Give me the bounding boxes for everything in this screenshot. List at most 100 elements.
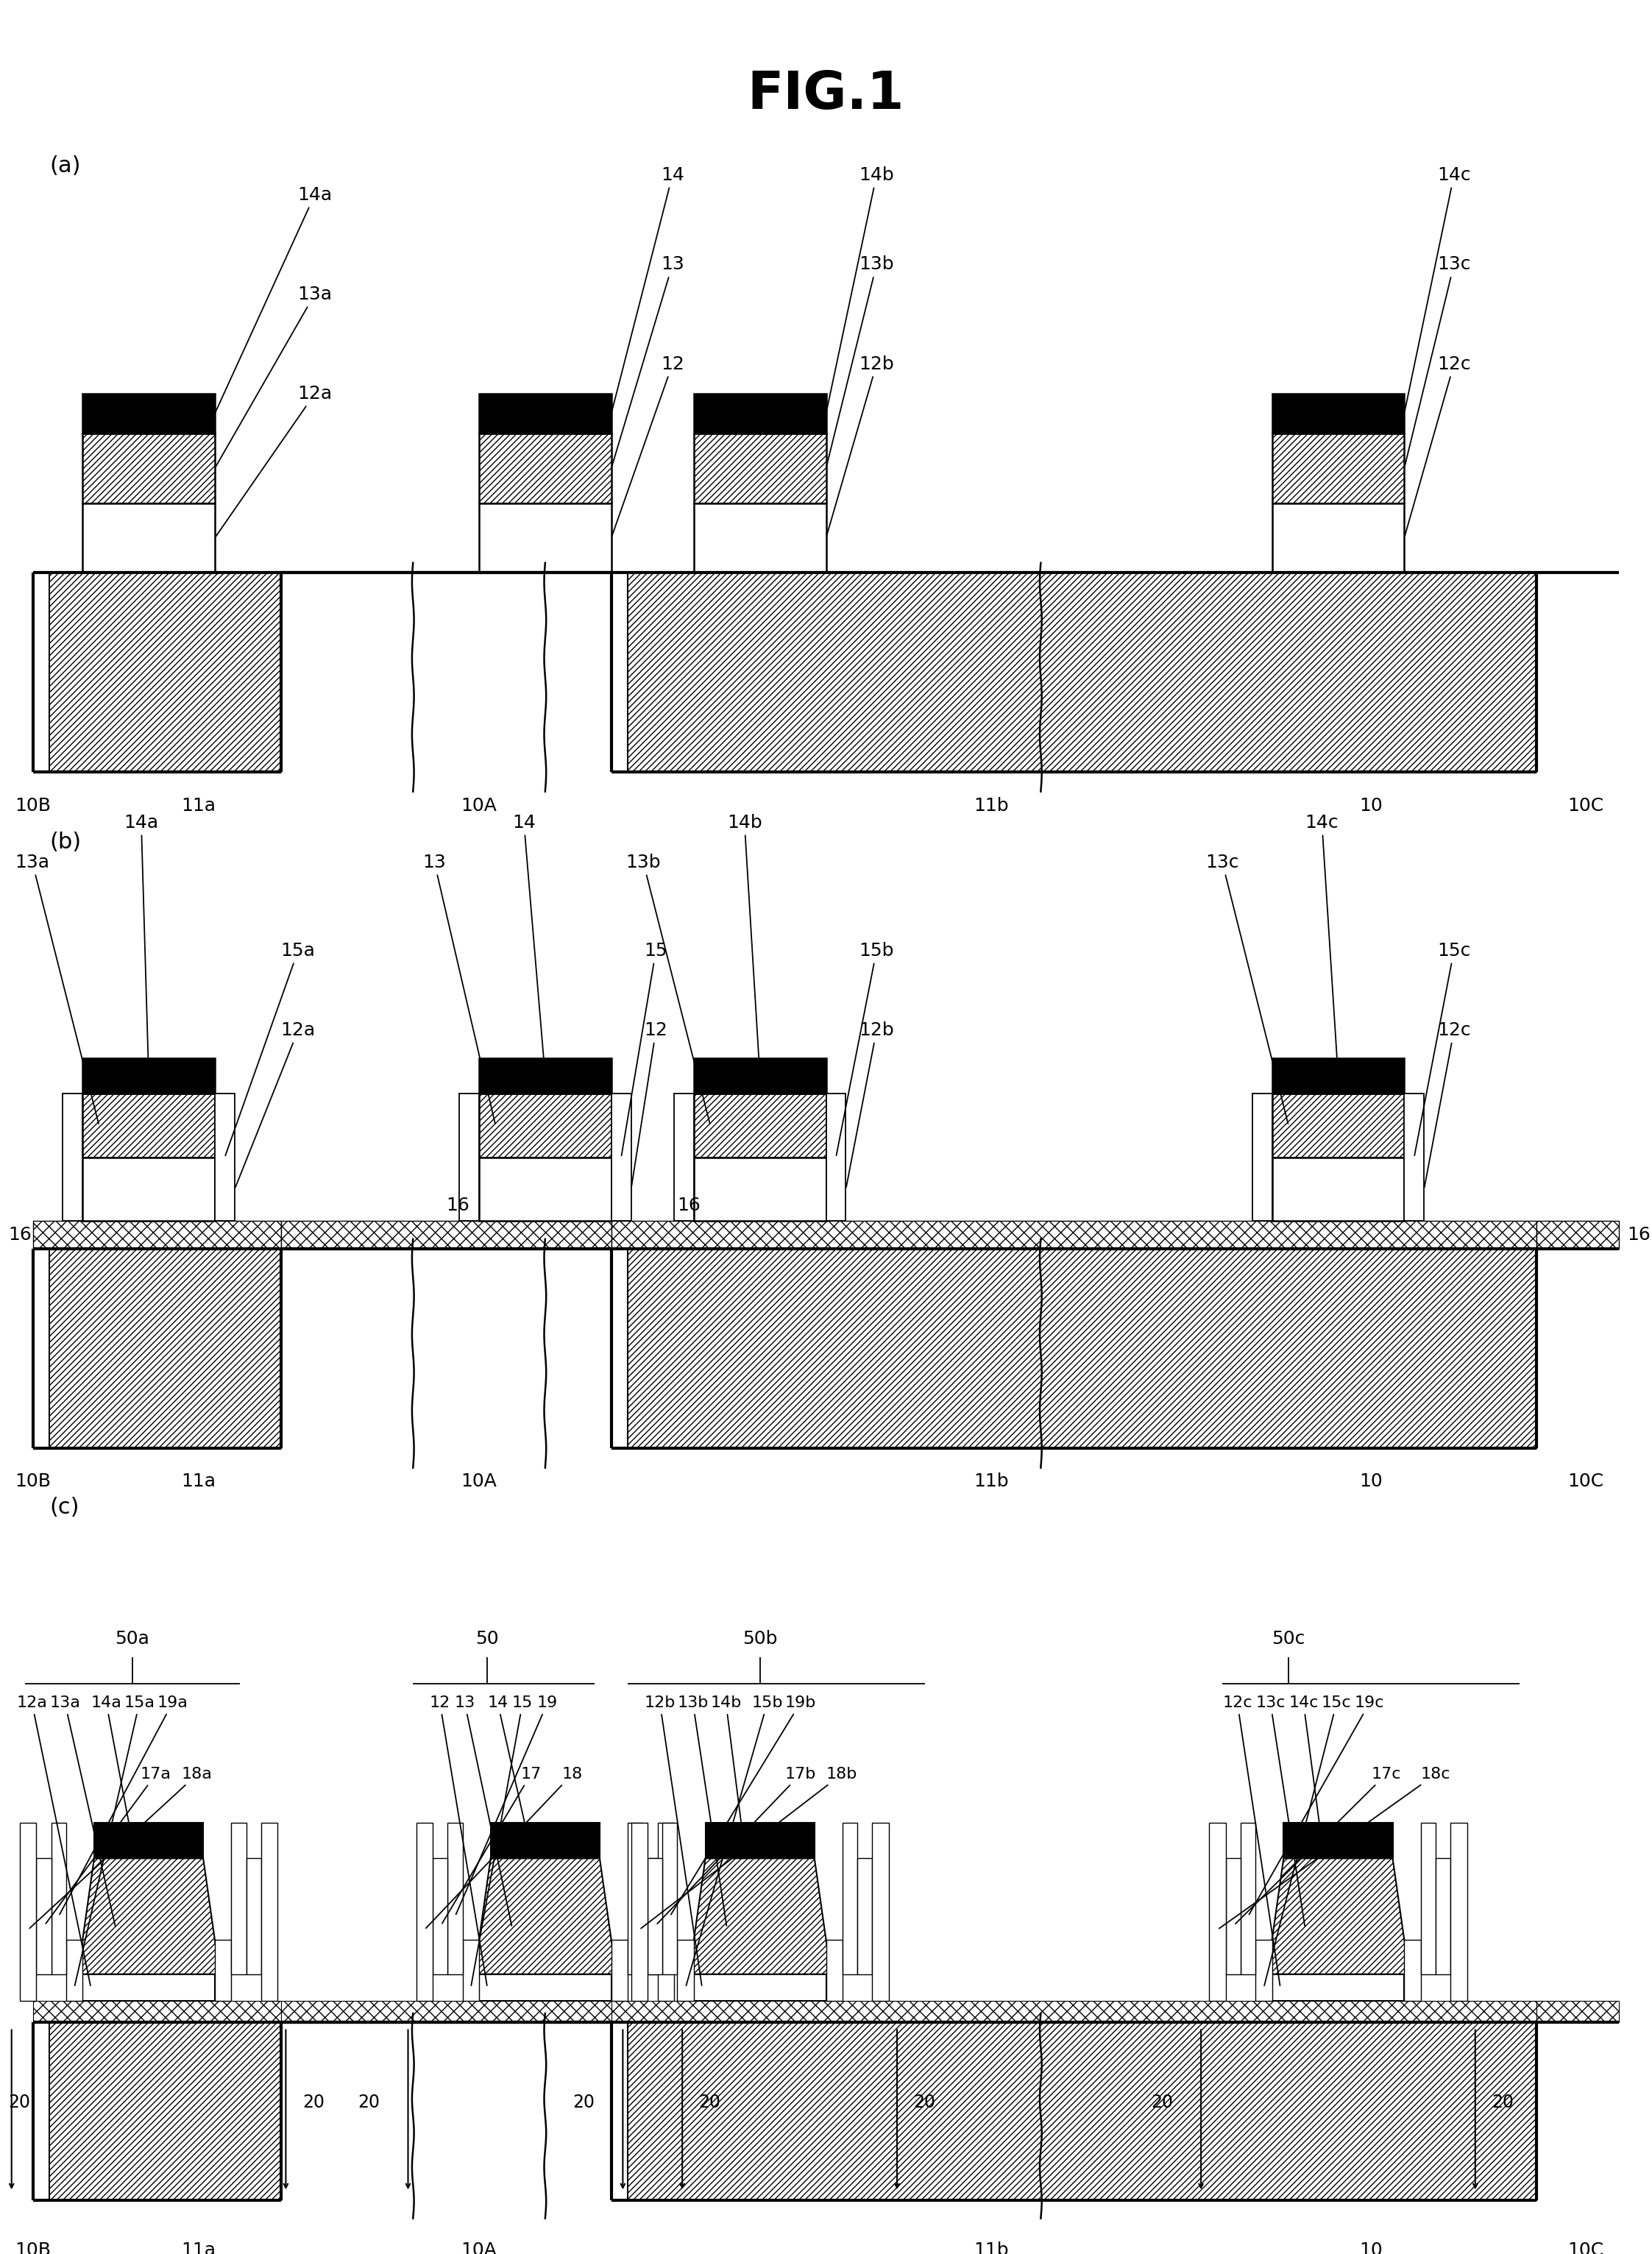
- Bar: [694, 1159, 826, 1222]
- Polygon shape: [1267, 1857, 1409, 1975]
- Bar: [694, 503, 826, 573]
- Text: 14: 14: [487, 1695, 529, 1839]
- Text: 50c: 50c: [1272, 1630, 1305, 1648]
- Bar: [83, 394, 215, 433]
- Text: 20: 20: [914, 2094, 935, 2112]
- Text: 12c: 12c: [1424, 1021, 1470, 1188]
- Bar: [83, 1975, 215, 2002]
- Bar: [628, 573, 1536, 771]
- Bar: [66, 1938, 83, 2002]
- Bar: [479, 1057, 611, 1093]
- Bar: [694, 433, 826, 503]
- Text: 12: 12: [631, 1021, 667, 1188]
- Bar: [231, 1823, 246, 1975]
- Bar: [662, 1823, 677, 1975]
- Bar: [628, 1823, 643, 1975]
- Text: 13a: 13a: [216, 286, 332, 467]
- Text: (a): (a): [50, 156, 81, 176]
- Text: 11b: 11b: [973, 2243, 1009, 2254]
- Text: 18c: 18c: [1219, 1767, 1450, 1929]
- Bar: [1272, 394, 1404, 433]
- Bar: [215, 1093, 235, 1222]
- Bar: [694, 1975, 826, 2002]
- Text: 12: 12: [611, 356, 684, 536]
- Bar: [694, 1057, 826, 1093]
- Text: 20: 20: [302, 2094, 324, 2112]
- Polygon shape: [78, 1857, 220, 1975]
- Bar: [611, 1938, 628, 2002]
- Bar: [491, 1823, 600, 1857]
- Text: 12a: 12a: [17, 1695, 91, 1986]
- Text: 15a: 15a: [225, 942, 316, 1156]
- Bar: [872, 1823, 889, 2002]
- Bar: [1536, 1222, 1619, 1249]
- Bar: [246, 1857, 261, 1975]
- Bar: [1284, 1823, 1393, 1857]
- Polygon shape: [689, 1857, 831, 1975]
- Text: 10B: 10B: [15, 2243, 51, 2254]
- Text: (b): (b): [50, 832, 81, 852]
- Bar: [1272, 1093, 1404, 1159]
- Text: 10: 10: [1360, 796, 1383, 814]
- Bar: [433, 1857, 448, 1975]
- Bar: [657, 1823, 674, 2002]
- Bar: [83, 1159, 215, 1222]
- Text: 18b: 18b: [641, 1767, 857, 1929]
- Text: 10C: 10C: [1568, 1472, 1604, 1490]
- Bar: [479, 1093, 611, 1159]
- Text: 13: 13: [454, 1695, 512, 1925]
- Bar: [843, 1823, 857, 1975]
- Bar: [705, 1823, 814, 1857]
- Bar: [459, 1093, 479, 1222]
- Bar: [1436, 1857, 1450, 1975]
- Bar: [1256, 1938, 1272, 2002]
- Text: 50a: 50a: [116, 1630, 149, 1648]
- Text: 20: 20: [8, 2094, 30, 2112]
- Bar: [50, 1249, 281, 1447]
- Bar: [1404, 1938, 1421, 2002]
- Text: 13b: 13b: [677, 1695, 727, 1925]
- Text: 10C: 10C: [1568, 796, 1604, 814]
- Bar: [643, 1857, 657, 1975]
- Bar: [1272, 1057, 1404, 1093]
- Text: 11b: 11b: [973, 796, 1009, 814]
- Bar: [826, 1938, 843, 2002]
- Bar: [83, 1093, 215, 1159]
- Text: 19b: 19b: [671, 1695, 816, 1914]
- Bar: [1404, 1093, 1424, 1222]
- Bar: [857, 1857, 872, 1975]
- Text: 10A: 10A: [461, 2243, 497, 2254]
- Bar: [83, 503, 215, 573]
- Bar: [1272, 1975, 1404, 2002]
- Text: 13: 13: [611, 255, 684, 467]
- Bar: [50, 573, 281, 771]
- Text: 14c: 14c: [1305, 814, 1338, 1073]
- Text: 12b: 12b: [826, 356, 894, 536]
- Text: 14b: 14b: [727, 814, 762, 1073]
- Bar: [1450, 1823, 1467, 2002]
- Text: 14a: 14a: [124, 814, 159, 1073]
- Text: 10C: 10C: [1568, 2243, 1604, 2254]
- Bar: [694, 394, 826, 433]
- Text: 14b: 14b: [826, 167, 894, 412]
- Text: 16: 16: [1627, 1226, 1650, 1244]
- Text: 13b: 13b: [826, 255, 894, 467]
- Bar: [448, 1823, 463, 1975]
- Text: 12c: 12c: [1404, 356, 1470, 536]
- Text: 13a: 13a: [50, 1695, 116, 1925]
- Bar: [1252, 1093, 1272, 1222]
- Text: 18: 18: [426, 1767, 583, 1927]
- Bar: [463, 1938, 479, 2002]
- Text: 16: 16: [8, 1226, 31, 1244]
- Text: 16: 16: [677, 1197, 700, 1215]
- Text: 13a: 13a: [15, 854, 99, 1125]
- Text: 10A: 10A: [461, 1472, 497, 1490]
- Bar: [628, 2022, 1536, 2200]
- Bar: [261, 1823, 278, 2002]
- Bar: [1536, 2002, 1619, 2022]
- Text: FIG.1: FIG.1: [747, 70, 905, 119]
- Bar: [281, 1222, 611, 1249]
- Bar: [50, 2022, 281, 2200]
- Bar: [1272, 503, 1404, 573]
- Text: 12b: 12b: [644, 1695, 702, 1986]
